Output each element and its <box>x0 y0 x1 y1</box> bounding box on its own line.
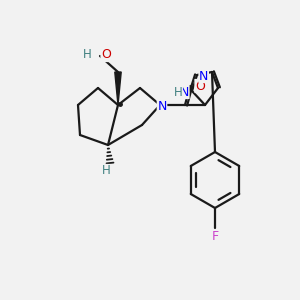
Text: H: H <box>83 49 92 62</box>
Text: O: O <box>195 80 205 92</box>
Text: H: H <box>174 85 182 98</box>
Text: N: N <box>180 85 189 98</box>
Text: N: N <box>199 70 208 83</box>
Text: N: N <box>157 100 167 112</box>
Text: F: F <box>212 230 219 244</box>
Polygon shape <box>115 72 121 105</box>
Text: O: O <box>101 49 111 62</box>
Text: H: H <box>102 164 110 178</box>
